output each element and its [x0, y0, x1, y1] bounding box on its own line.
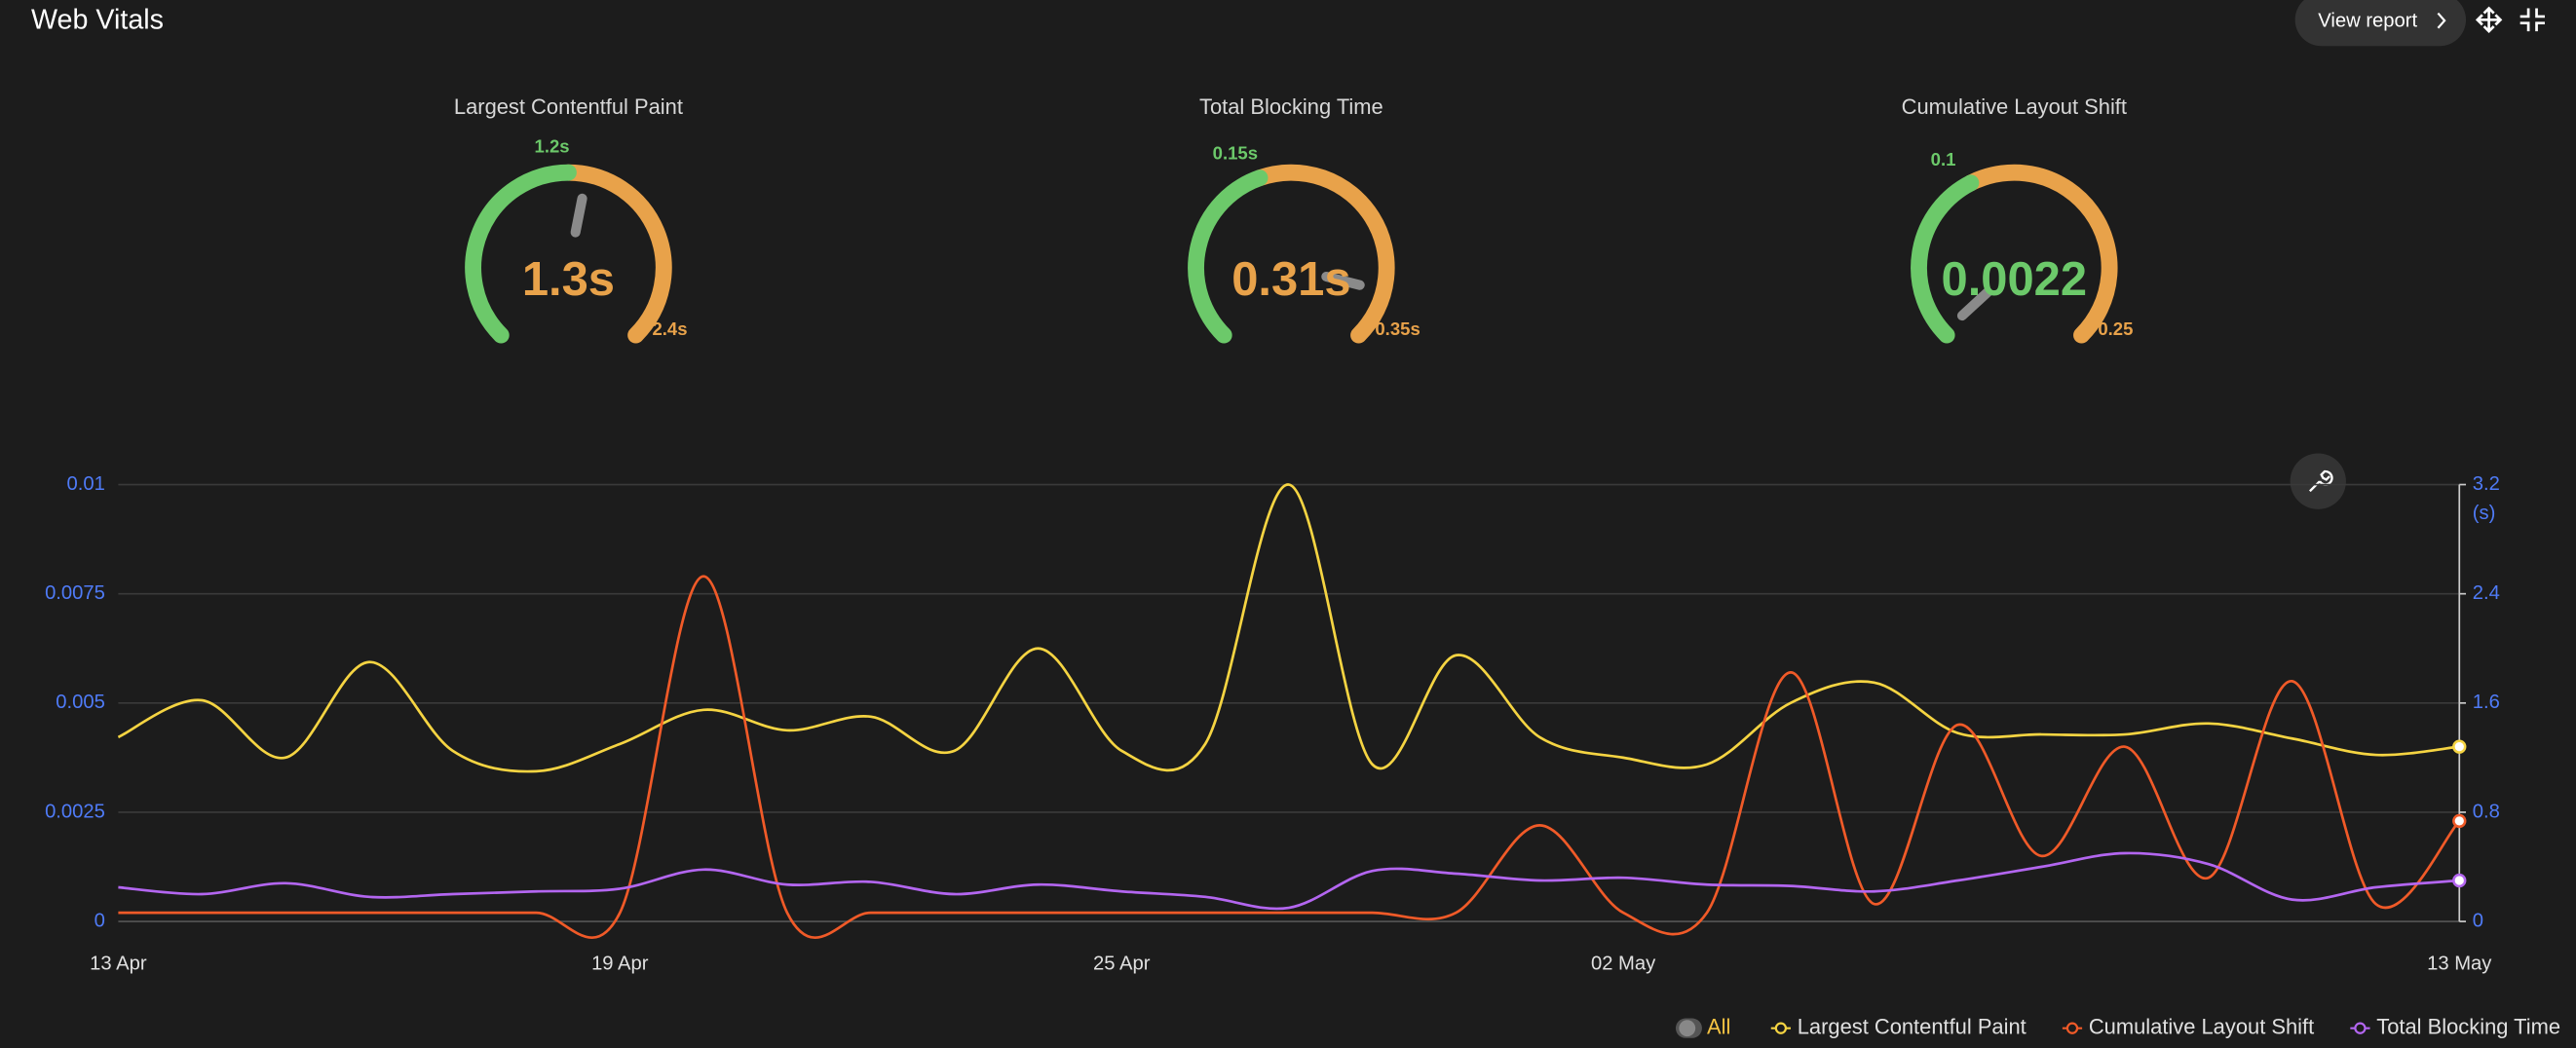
y2-tick-label: 0: [2473, 910, 2483, 931]
legend-swatch-dot: [1774, 1022, 1788, 1034]
settings-button[interactable]: [2290, 453, 2346, 509]
series-line: [118, 851, 2460, 911]
page-title: Web Vitals: [31, 5, 164, 36]
gauge-value: 1.3s: [522, 253, 615, 306]
legend-swatch-dot: [2354, 1022, 2367, 1034]
end-point: [2452, 813, 2467, 829]
y-tick-label: 0.005: [56, 692, 105, 713]
view-report-button[interactable]: View report: [2294, 0, 2467, 47]
gauge-title: Cumulative Layout Shift: [1902, 94, 2127, 119]
collapse-glyph: [2519, 8, 2545, 32]
gauge-value: 0.0022: [1942, 253, 2088, 306]
button-bg: [2294, 0, 2467, 47]
gauge-needle: [1956, 287, 1993, 321]
legend-toggle[interactable]: All: [1675, 1014, 1730, 1038]
gauge-tick-label: 2.4s: [652, 318, 687, 339]
y2-tick-label: 3.2: [2473, 473, 2500, 495]
gauge-good-arc: [1188, 169, 1269, 344]
y2-axis-label: (s): [2473, 503, 2496, 524]
series-line: [117, 483, 2460, 773]
gauge-tick-label: 1.2s: [535, 136, 570, 157]
x-tick-label: 13 Apr: [90, 953, 147, 974]
y2-tick-label: 0.8: [2473, 801, 2500, 822]
legend-item[interactable]: Largest Contentful Paint: [1770, 1014, 2027, 1038]
legend-item[interactable]: Total Blocking Time: [2350, 1014, 2560, 1038]
end-point: [2452, 873, 2467, 888]
series-line: [118, 575, 2461, 939]
y-tick-label: 0: [95, 910, 105, 931]
end-point: [2452, 739, 2467, 754]
gauge-needle: [1321, 271, 1365, 290]
gauge-poor-arc: [560, 164, 672, 344]
x-tick-label: 19 Apr: [591, 953, 649, 974]
gauge-good-arc: [1911, 174, 1980, 344]
y-tick-label: 0.01: [67, 473, 105, 495]
gauge-title: Largest Contentful Paint: [454, 94, 683, 119]
legend-item[interactable]: Cumulative Layout Shift: [2062, 1014, 2314, 1038]
legend-label: Total Blocking Time: [2376, 1014, 2560, 1038]
gauge-tick-label: 0.35s: [1375, 318, 1420, 339]
toggle-label: All: [1707, 1014, 1730, 1038]
x-tick-label: 13 May: [2427, 953, 2492, 974]
y2-tick-label: 1.6: [2473, 692, 2500, 713]
gauge-value: 0.31s: [1231, 253, 1350, 306]
move-glyph: [2475, 6, 2503, 34]
gauge-title: Total Blocking Time: [1199, 94, 1383, 119]
move-icon[interactable]: [2475, 6, 2503, 34]
y2-tick-label: 2.4: [2473, 582, 2500, 604]
gauge-tick-label: 0.15s: [1213, 143, 1258, 164]
legend-swatch-dot: [2065, 1022, 2079, 1034]
settings-bg: [2290, 453, 2346, 509]
gauge-needle: [570, 193, 587, 238]
collapse-icon[interactable]: [2519, 8, 2545, 32]
y-tick-label: 0.0025: [45, 801, 105, 822]
gauge-tick-label: 0.1: [1931, 149, 1956, 169]
y-tick-label: 0.0075: [45, 582, 105, 604]
legend-label: Cumulative Layout Shift: [2089, 1014, 2314, 1038]
chevron: [2437, 12, 2446, 29]
x-tick-label: 25 Apr: [1093, 953, 1151, 974]
gauge-good-arc: [465, 164, 577, 344]
x-tick-label: 02 May: [1591, 953, 1656, 974]
legend-label: Largest Contentful Paint: [1798, 1014, 2027, 1038]
toggle-knob: [1679, 1020, 1696, 1037]
gauge-poor-arc: [1962, 164, 2118, 344]
gauge-tick-label: 0.25: [2098, 318, 2133, 339]
button-label: View report: [2318, 10, 2417, 31]
gauge-poor-arc: [1251, 164, 1395, 344]
